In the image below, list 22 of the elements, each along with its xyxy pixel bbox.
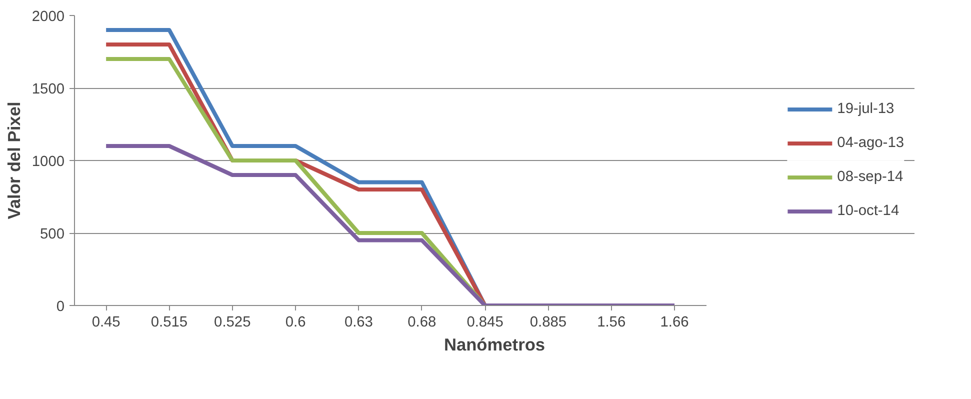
x-tick-label: 1.56 (597, 314, 626, 330)
x-tick-label: 0.45 (92, 314, 120, 330)
x-tick-label: 0.63 (344, 314, 373, 330)
y-tick-label: 500 (40, 226, 65, 242)
x-axis-title: Nanómetros (444, 334, 546, 354)
y-tick-label: 2000 (32, 9, 65, 25)
x-tick-label: 0.6 (285, 314, 306, 330)
legend-label: 04-ago-13 (837, 135, 904, 151)
y-tick-label: 0 (56, 299, 65, 315)
legend-label: 08-sep-14 (837, 169, 904, 185)
y-axis-title: Valor del Pixel (4, 102, 24, 220)
legend-label: 19-jul-13 (837, 101, 894, 117)
x-tick-label: 0.845 (466, 314, 504, 330)
x-tick-label: 0.515 (150, 314, 188, 330)
y-tick-label: 1500 (32, 82, 65, 98)
x-tick-label: 0.525 (214, 314, 251, 330)
x-tick-label: 1.66 (660, 314, 689, 330)
x-tick-label: 0.885 (530, 314, 567, 330)
y-tick-label: 1000 (32, 154, 65, 170)
x-tick-label: 0.68 (408, 314, 436, 330)
legend-label: 10-oct-14 (837, 203, 900, 219)
line-series (104, 144, 676, 306)
